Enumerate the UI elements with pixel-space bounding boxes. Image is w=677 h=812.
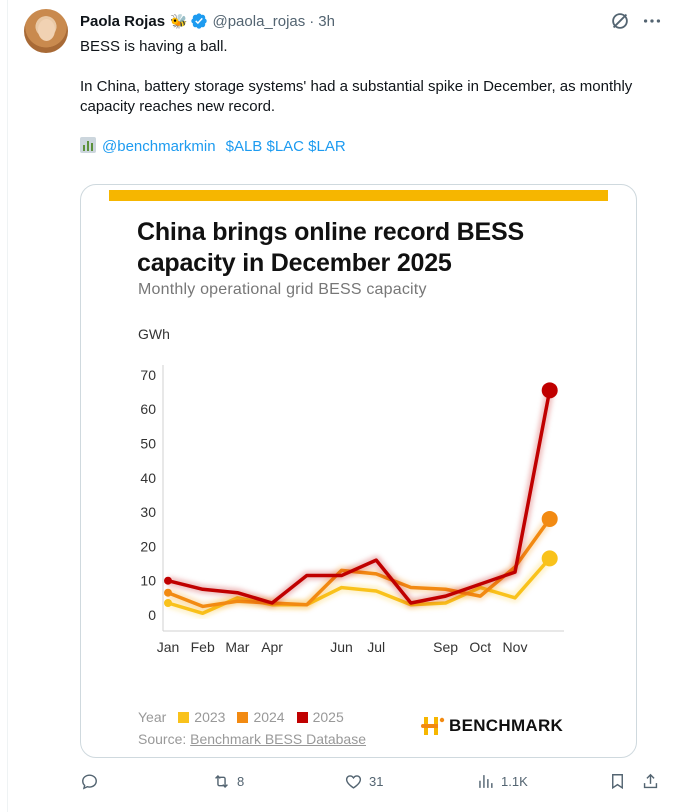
y-tick-label: 50	[140, 436, 156, 452]
tweet-header: Paola Rojas 🐝 @paola_rojas · 3h	[80, 11, 335, 31]
bookmark-icon	[612, 774, 623, 790]
x-tick-label: Sep	[433, 639, 458, 655]
y-tick-label: 20	[140, 538, 156, 554]
mention-link[interactable]: @benchmarkmin	[102, 138, 216, 155]
avatar[interactable]	[24, 9, 68, 53]
chart-source: Source: Benchmark BESS Database	[138, 731, 366, 747]
series-start-point-2024	[164, 588, 172, 597]
legend-label-2023: 2023	[194, 709, 226, 725]
tweet-timestamp[interactable]: 3h	[318, 12, 335, 30]
series-end-point-2025	[541, 382, 558, 399]
heart-icon	[345, 775, 362, 789]
series-line-2025	[166, 388, 552, 605]
view-count: 1.1K	[501, 774, 528, 789]
chart-legend: Year 2023 2024 2025	[138, 709, 344, 725]
benchmark-logo: BENCHMARK	[421, 715, 563, 737]
chart-title: China brings online record BESS capacity…	[137, 217, 524, 279]
author-handle[interactable]: @paola_rojas	[212, 12, 306, 30]
verified-badge-icon[interactable]	[190, 12, 208, 30]
source-prefix: Source:	[138, 731, 191, 747]
y-tick-label: 10	[140, 573, 156, 589]
x-tick-label: Mar	[225, 639, 249, 655]
tweet-body: BESS is having a ball. In China, battery…	[80, 37, 660, 157]
chart-series	[164, 382, 558, 618]
header-separator: ·	[309, 12, 315, 30]
source-link: Benchmark BESS Database	[190, 731, 367, 747]
brand-name: BENCHMARK	[449, 716, 564, 735]
chart-title-line2: capacity in December 2025	[137, 249, 452, 277]
share-button[interactable]	[641, 772, 660, 791]
reply-icon	[82, 774, 97, 790]
x-tick-label: Jul	[367, 639, 385, 655]
chart-axes	[162, 365, 564, 632]
line-chart: 0 10 20 30 40 50 60 70 Jan Feb Mar Apr Jun Jul Sep Oct N…	[140, 365, 564, 655]
views-button[interactable]: 1.1K	[476, 772, 528, 791]
series-glow-2025	[166, 389, 555, 608]
series-end-point-2023	[541, 550, 558, 567]
x-tick-label: Feb	[191, 639, 215, 655]
benchmark-logo-icon	[421, 717, 445, 735]
like-count: 31	[369, 774, 384, 789]
series-start-point-2023	[164, 598, 172, 607]
x-tick-label: Nov	[503, 639, 528, 655]
chart-subtitle: Monthly operational grid BESS capacity	[138, 281, 427, 298]
like-button[interactable]: 31	[344, 772, 383, 791]
timeline-border	[7, 0, 8, 812]
author-name[interactable]: Paola Rojas	[80, 12, 166, 30]
y-tick-label: 70	[140, 367, 156, 383]
chart-image-card[interactable]: China brings online record BESS capacity…	[80, 184, 637, 758]
tweet-tags: @benchmarkmin $ALB $LAC $LAR	[80, 137, 660, 157]
y-tick-label: 0	[148, 607, 156, 623]
reply-button[interactable]	[80, 772, 105, 791]
chart-title-line1: China brings online record BESS	[137, 218, 524, 246]
y-tick-label: 60	[140, 401, 156, 417]
cashtag-links[interactable]: $ALB $LAC $LAR	[225, 138, 346, 155]
share-icon	[643, 773, 658, 789]
legend-label-2024: 2024	[253, 709, 285, 725]
tweet-text-paragraph: In China, battery storage systems' had a…	[80, 78, 633, 115]
more-options-icon[interactable]	[641, 10, 663, 32]
legend-swatch-2023	[178, 711, 190, 723]
repost-button[interactable]: 8	[212, 772, 244, 791]
grok-icon[interactable]	[609, 10, 631, 32]
tweet-actions: 8 31 1.1K	[80, 772, 660, 796]
legend-swatch-2025	[296, 711, 308, 723]
repost-icon	[215, 774, 228, 789]
y-axis-label: GWh	[138, 326, 170, 342]
y-tick-label: 30	[140, 504, 156, 520]
x-tick-label: Jun	[330, 639, 353, 655]
x-tick-label: Apr	[261, 639, 283, 655]
series-start-point-2025	[164, 576, 172, 585]
bookmark-button[interactable]	[608, 772, 627, 791]
accent-bar	[109, 190, 608, 201]
views-icon	[479, 775, 493, 788]
legend-swatch-2024	[237, 711, 249, 723]
legend-label-2025: 2025	[312, 709, 344, 725]
tweet-text-line1: BESS is having a ball.	[80, 38, 228, 55]
repost-count: 8	[237, 774, 245, 789]
chart-tick-labels: 0 10 20 30 40 50 60 70 Jan Feb Mar Apr Jun Jul Sep Oct N…	[140, 367, 527, 655]
series-end-point-2024	[541, 510, 558, 527]
x-tick-label: Oct	[469, 639, 491, 655]
legend-title: Year	[138, 709, 167, 725]
x-tick-label: Jan	[157, 639, 180, 655]
bar-chart-emoji-icon	[80, 137, 96, 153]
author-emoji: 🐝	[170, 12, 188, 29]
y-tick-label: 40	[140, 470, 156, 486]
